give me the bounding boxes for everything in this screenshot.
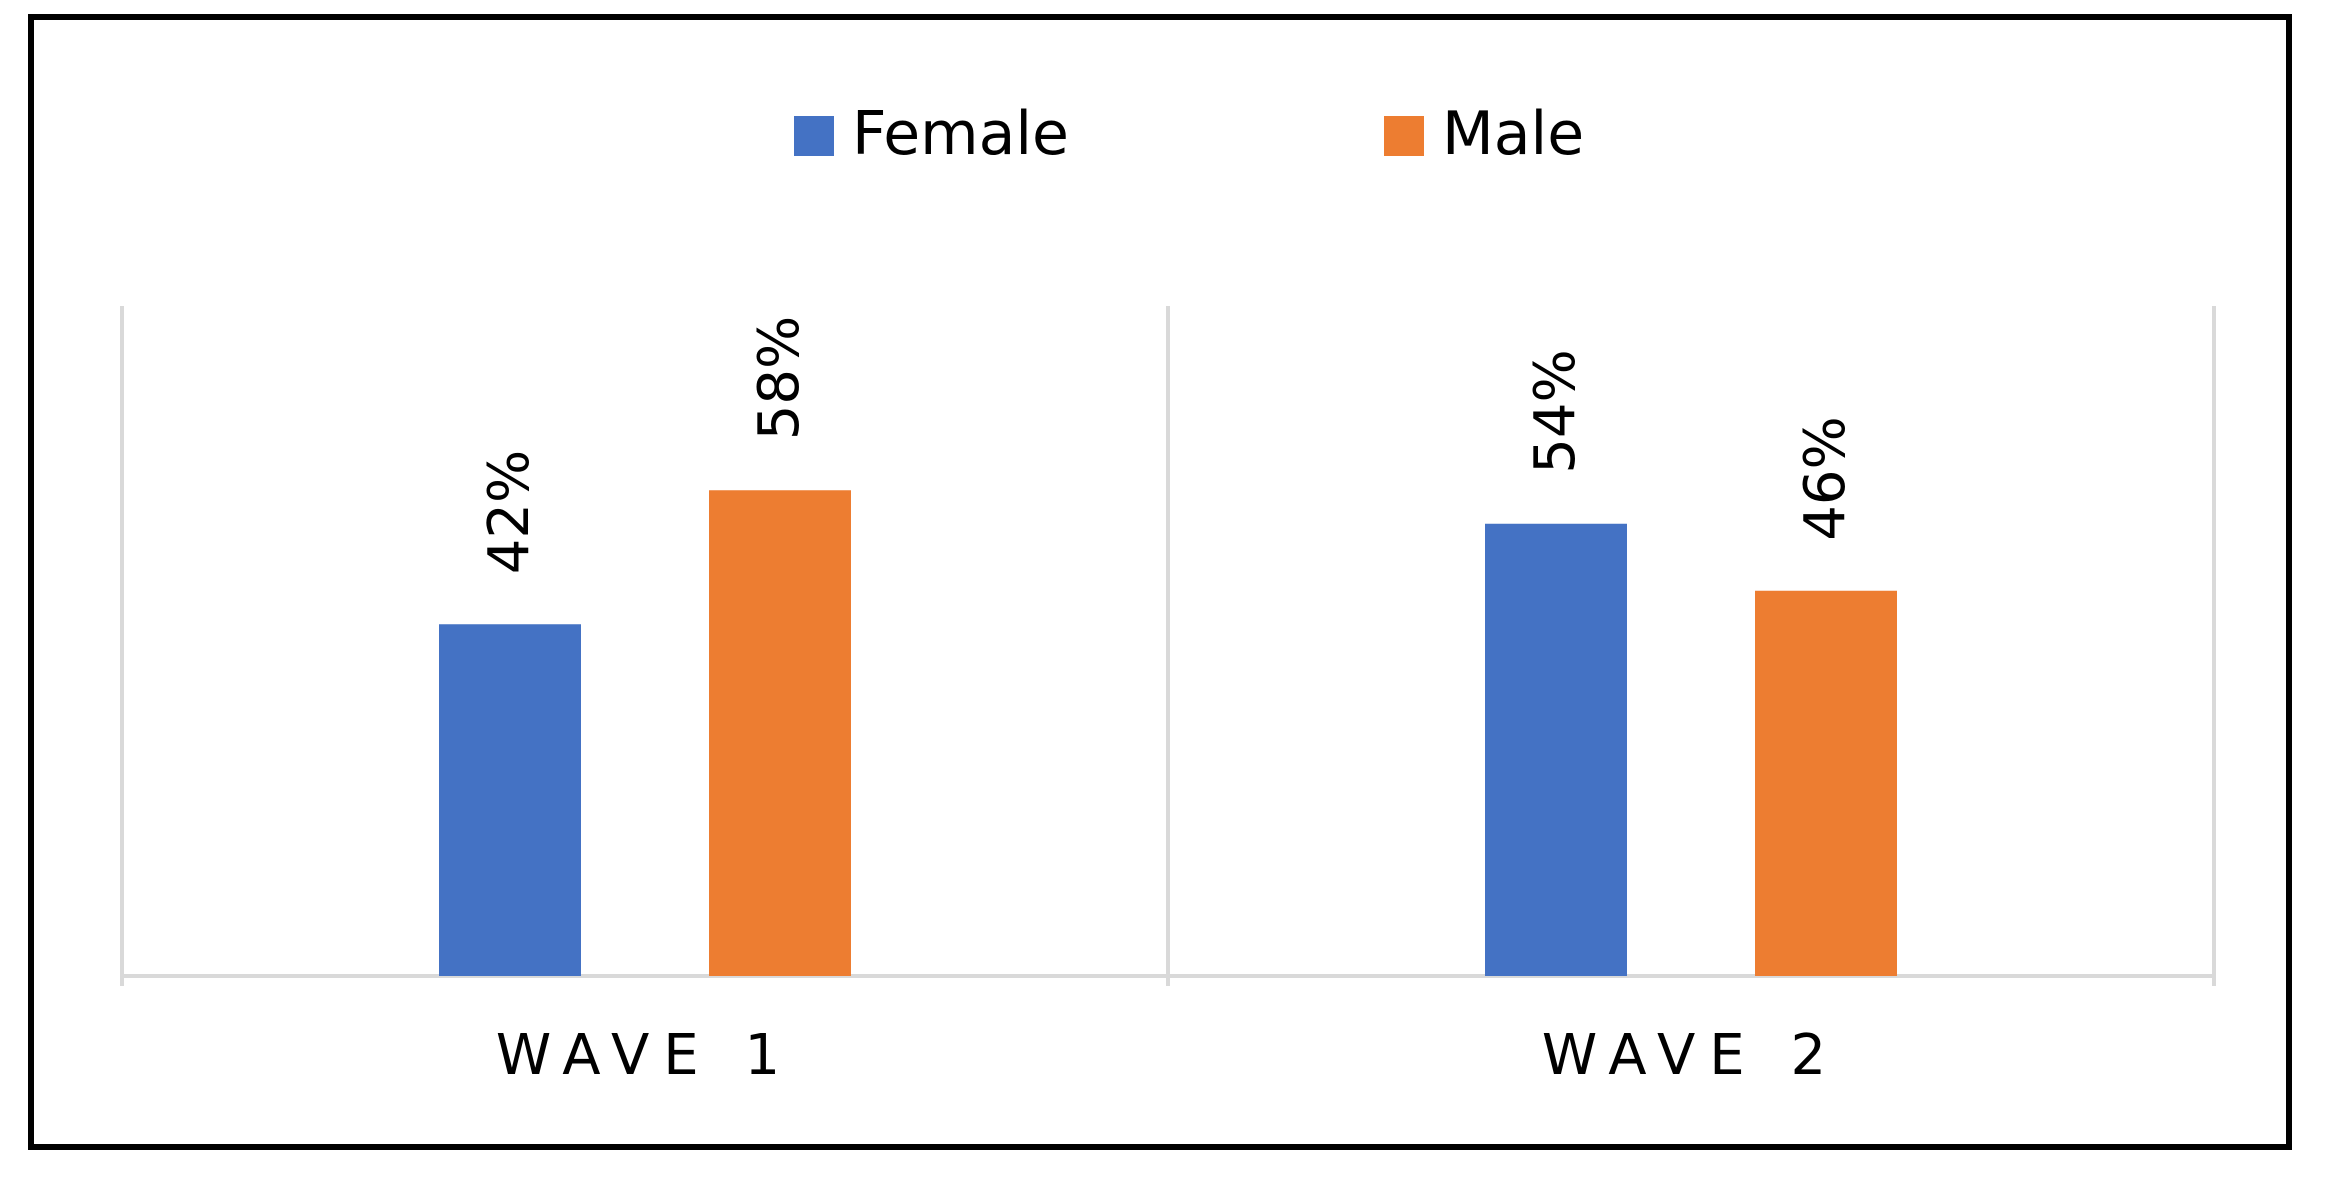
- data-labels: 42% 58% 54% 46%: [477, 316, 1858, 574]
- bar-male-1: [709, 490, 851, 976]
- category-labels: WAVE 1 WAVE 2: [496, 1023, 1840, 1088]
- category-label: WAVE 2: [1542, 1023, 1840, 1088]
- legend-swatch-female: [794, 116, 834, 156]
- data-label-male-2: 46%: [1793, 416, 1858, 540]
- legend-swatch-male: [1384, 116, 1424, 156]
- legend-label-male: Male: [1442, 99, 1584, 169]
- chart-frame: Female Male 42% 58% 54% 46% WAVE 1 WAVE 2: [28, 14, 2292, 1150]
- bar-female-1: [439, 624, 581, 976]
- category-label: WAVE 1: [496, 1023, 794, 1088]
- bar-female-2: [1485, 523, 1627, 976]
- legend-label-female: Female: [852, 99, 1069, 169]
- axes: [120, 306, 2216, 986]
- data-label-male-1: 58%: [747, 316, 812, 440]
- bar-male-2: [1755, 590, 1897, 976]
- legend: Female Male: [794, 99, 1584, 169]
- bar-chart: Female Male 42% 58% 54% 46% WAVE 1 WAVE 2: [120, 99, 2216, 1088]
- data-label-female-2: 54%: [1523, 349, 1588, 473]
- data-label-female-1: 42%: [477, 450, 542, 574]
- bars: [439, 490, 1897, 976]
